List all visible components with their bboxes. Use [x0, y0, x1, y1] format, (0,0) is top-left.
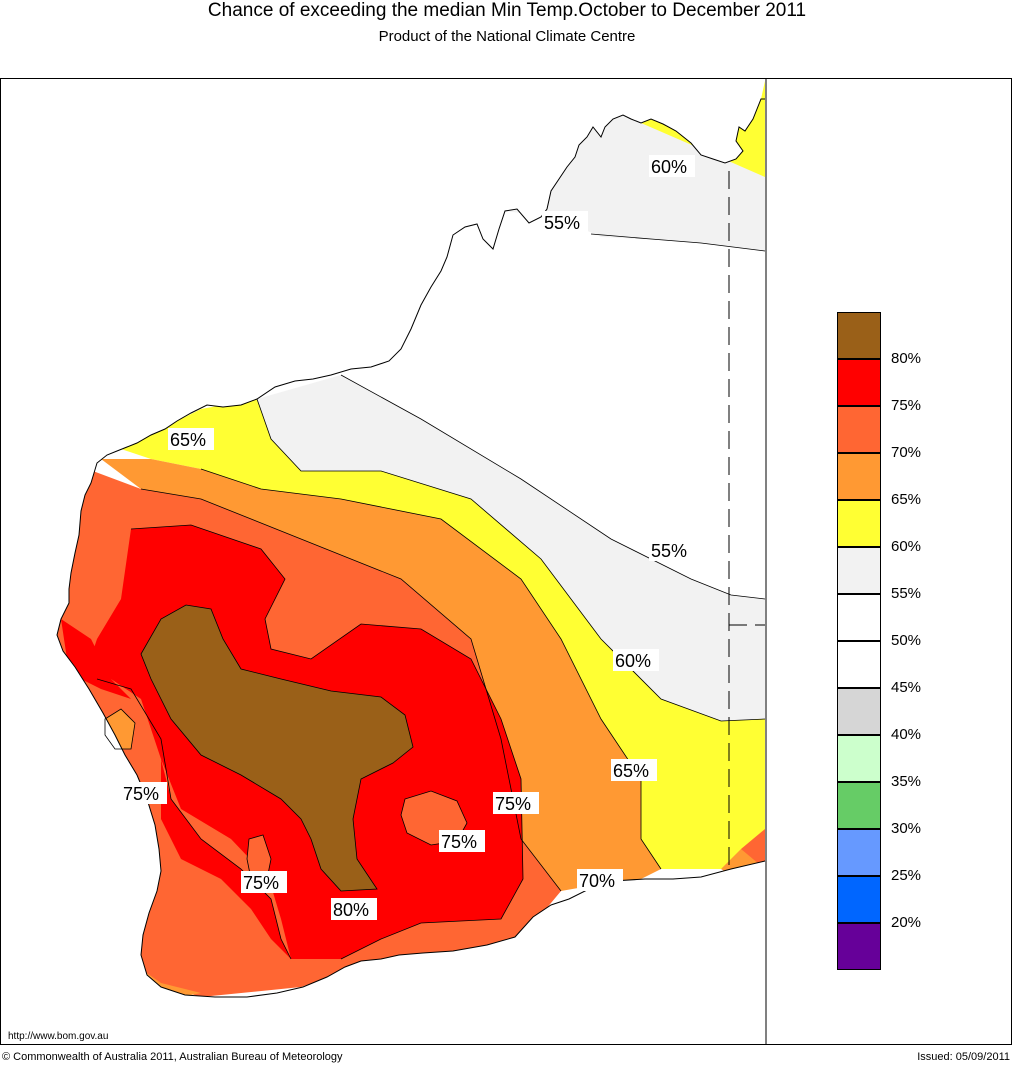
- legend-label: 60%: [891, 538, 922, 555]
- legend-swatch: [837, 688, 881, 735]
- contour-label: 75%: [123, 784, 159, 804]
- map-frame: [0, 78, 1012, 1045]
- source-url[interactable]: http://www.bom.gov.au: [8, 1031, 109, 1042]
- legend-swatch: [837, 782, 881, 829]
- contour-lines: [96, 233, 766, 960]
- legend-swatch: [837, 453, 881, 500]
- coastline: [56, 98, 766, 998]
- legend-label: 40%: [891, 726, 922, 743]
- legend-label: 45%: [891, 679, 922, 696]
- legend-swatch: [837, 923, 881, 970]
- contour-label: 75%: [441, 832, 477, 852]
- map-subtitle: Product of the National Climate Centre: [378, 28, 636, 45]
- probability-regions: [57, 81, 765, 997]
- legend-label: 70%: [891, 444, 922, 461]
- legend-label: 30%: [891, 820, 922, 837]
- legend-label: 75%: [891, 397, 922, 414]
- contour-label: 75%: [243, 873, 279, 893]
- issued-date: Issued: 05/09/2011: [917, 1051, 1010, 1063]
- legend-swatch: [837, 829, 881, 876]
- legend-label: 20%: [891, 914, 922, 931]
- legend-swatch: [837, 312, 881, 359]
- map-title: Chance of exceeding the median Min Temp.…: [207, 0, 807, 21]
- contour-label: 60%: [651, 157, 687, 177]
- legend-swatch: [837, 500, 881, 547]
- contour-label: 55%: [651, 541, 687, 561]
- contour-label: 70%: [579, 871, 615, 891]
- legend-swatch: [837, 406, 881, 453]
- contour-label: 80%: [333, 900, 369, 920]
- legend-swatch: [837, 735, 881, 782]
- legend-swatch: [837, 359, 881, 406]
- probability-map: 60% 55% 65% 55% 60% 65% 70% 75% 75% 75% …: [56, 79, 767, 1044]
- legend-label: 25%: [891, 867, 922, 884]
- legend-swatch: [837, 594, 881, 641]
- contour-label: 60%: [615, 651, 651, 671]
- contour-label: 55%: [544, 213, 580, 233]
- legend-label: 65%: [891, 491, 922, 508]
- contour-label: 75%: [495, 794, 531, 814]
- legend-label: 50%: [891, 632, 922, 649]
- legend-swatch: [837, 876, 881, 923]
- contour-label-group: 60% 55% 65% 55% 60% 65% 70% 75% 75% 75% …: [121, 155, 695, 920]
- contour-label: 65%: [170, 430, 206, 450]
- copyright-notice: © Commonwealth of Australia 2011, Austra…: [2, 1051, 343, 1063]
- legend-label: 35%: [891, 773, 922, 790]
- legend-label: 55%: [891, 585, 922, 602]
- legend-swatch: [837, 547, 881, 594]
- contour-label: 65%: [613, 761, 649, 781]
- legend-swatch: [837, 641, 881, 688]
- legend-label: 80%: [891, 350, 922, 367]
